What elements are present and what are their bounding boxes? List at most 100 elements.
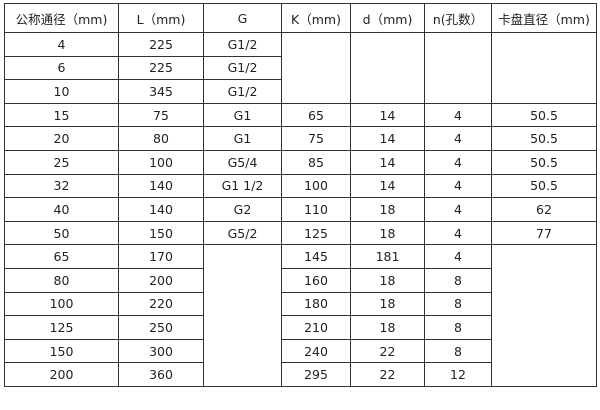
- cell-d: 18: [350, 315, 425, 340]
- cell-length: 170: [118, 244, 204, 269]
- cell-chuck-diameter: 50.5: [491, 149, 597, 175]
- cell-chuck-diameter: 50.5: [491, 102, 597, 128]
- cell-k: [281, 32, 351, 104]
- cell-thread-g: G1: [203, 126, 282, 151]
- cell-nominal-diameter: 80: [4, 267, 119, 293]
- cell-length: 80: [118, 126, 204, 151]
- table-row: 200 360 295 22 12: [4, 362, 597, 387]
- cell-thread-g: G1 1/2: [203, 173, 282, 199]
- cell-thread-g: G1/2: [203, 32, 282, 57]
- table-row: 40 140 G2 110 18 4 62: [4, 197, 597, 222]
- cell-length: 220: [118, 291, 204, 317]
- cell-k: 100: [281, 173, 351, 199]
- table-row: 15 75 G1 65 14 4 50.5: [4, 102, 597, 128]
- cell-chuck-diameter: 50.5: [491, 126, 597, 151]
- cell-chuck-diameter: [491, 32, 597, 104]
- cell-n-holes: 4: [424, 220, 492, 246]
- cell-length: 225: [118, 32, 204, 57]
- cell-d: 18: [350, 291, 425, 317]
- cell-n-holes: 8: [424, 338, 492, 364]
- cell-nominal-diameter: 20: [4, 126, 119, 151]
- cell-n-holes: 4: [424, 149, 492, 175]
- cell-chuck-diameter: 62: [491, 197, 597, 222]
- cell-n-holes: 4: [424, 173, 492, 199]
- column-header-d: d（mm): [350, 3, 425, 33]
- cell-thread-g: G5/4: [203, 149, 282, 175]
- table-row: 6 225 G1/2: [4, 55, 597, 81]
- cell-length: 150: [118, 220, 204, 246]
- table-row: 32 140 G1 1/2 100 14 4 50.5: [4, 173, 597, 199]
- cell-length: 300: [118, 338, 204, 364]
- cell-nominal-diameter: 10: [4, 79, 119, 104]
- table-row: 125 250 210 18 8: [4, 315, 597, 340]
- cell-n-holes: 8: [424, 315, 492, 340]
- cell-n-holes: 4: [424, 102, 492, 128]
- cell-nominal-diameter: 125: [4, 315, 119, 340]
- cell-nominal-diameter: 40: [4, 197, 119, 222]
- cell-thread-g: G1/2: [203, 55, 282, 81]
- header-row: 公称通径（mm) L（mm) G K（mm) d（mm) n(孔数） 卡盘直径（mm): [4, 3, 597, 33]
- cell-chuck-diameter: [491, 244, 597, 387]
- cell-k: 210: [281, 315, 351, 340]
- column-header-length: L（mm): [118, 3, 204, 33]
- cell-length: 140: [118, 173, 204, 199]
- cell-k: 240: [281, 338, 351, 364]
- cell-length: 75: [118, 102, 204, 128]
- cell-d: 22: [350, 338, 425, 364]
- cell-d: 181: [350, 244, 425, 269]
- cell-k: 65: [281, 102, 351, 128]
- cell-d: 14: [350, 126, 425, 151]
- cell-n-holes: 4: [424, 244, 492, 269]
- cell-n-holes: 4: [424, 197, 492, 222]
- cell-k: 125: [281, 220, 351, 246]
- cell-k: 110: [281, 197, 351, 222]
- cell-nominal-diameter: 65: [4, 244, 119, 269]
- cell-k: 85: [281, 149, 351, 175]
- column-header-n-holes: n(孔数）: [424, 3, 492, 33]
- cell-k: 180: [281, 291, 351, 317]
- cell-length: 345: [118, 79, 204, 104]
- table-row: 20 80 G1 75 14 4 50.5: [4, 126, 597, 151]
- cell-chuck-diameter: 77: [491, 220, 597, 246]
- cell-d: 18: [350, 197, 425, 222]
- cell-nominal-diameter: 4: [4, 32, 119, 57]
- cell-n-holes: 4: [424, 126, 492, 151]
- cell-k: 75: [281, 126, 351, 151]
- table-row: 25 100 G5/4 85 14 4 50.5: [4, 149, 597, 175]
- cell-k: 295: [281, 362, 351, 387]
- table-row: 50 150 G5/2 125 18 4 77: [4, 220, 597, 246]
- table-row: 65 170 145 181 4: [4, 244, 597, 387]
- cell-thread-g: G1/2: [203, 79, 282, 104]
- cell-k: 160: [281, 267, 351, 293]
- cell-nominal-diameter: 150: [4, 338, 119, 364]
- cell-thread-g: G1: [203, 102, 282, 128]
- cell-length: 200: [118, 267, 204, 293]
- cell-nominal-diameter: 200: [4, 362, 119, 387]
- table-row: 80 200 160 18 8: [4, 267, 597, 293]
- cell-length: 100: [118, 149, 204, 175]
- cell-d: 18: [350, 220, 425, 246]
- cell-nominal-diameter: 32: [4, 173, 119, 199]
- cell-length: 140: [118, 197, 204, 222]
- column-header-nominal-diameter: 公称通径（mm): [4, 3, 119, 33]
- cell-thread-g: G5/2: [203, 220, 282, 246]
- cell-chuck-diameter: 50.5: [491, 173, 597, 199]
- cell-length: 225: [118, 55, 204, 81]
- cell-nominal-diameter: 100: [4, 291, 119, 317]
- column-header-chuck-diameter: 卡盘直径（mm): [491, 3, 597, 33]
- cell-n-holes: 12: [424, 362, 492, 387]
- table-row: 100 220 180 18 8: [4, 291, 597, 317]
- cell-nominal-diameter: 6: [4, 55, 119, 81]
- cell-nominal-diameter: 25: [4, 149, 119, 175]
- cell-d: 14: [350, 149, 425, 175]
- cell-length: 250: [118, 315, 204, 340]
- cell-n-holes: [424, 32, 492, 104]
- cell-nominal-diameter: 50: [4, 220, 119, 246]
- cell-k: 145: [281, 244, 351, 269]
- column-header-thread-g: G: [203, 3, 282, 33]
- cell-n-holes: 8: [424, 267, 492, 293]
- cell-d: [350, 32, 425, 104]
- cell-thread-g: G2: [203, 197, 282, 222]
- table-row: 10 345 G1/2: [4, 79, 597, 104]
